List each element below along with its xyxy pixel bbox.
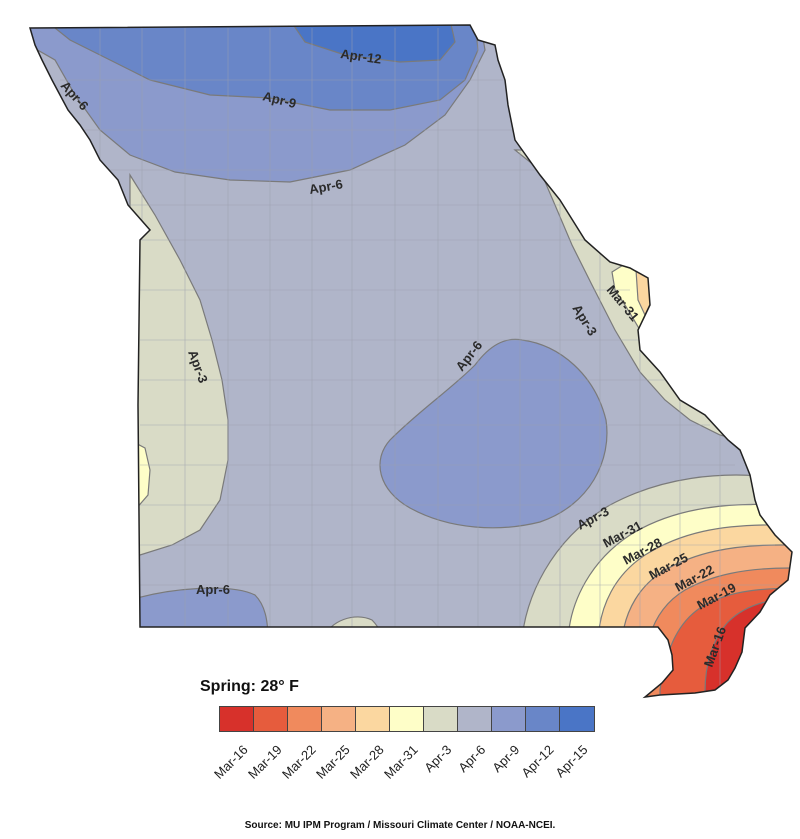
county-lines [60,28,790,690]
legend-swatch-2 [288,707,322,731]
label-apr6-southwest: Apr-6 [196,582,230,597]
label-apr6-north: Apr-6 [308,176,344,197]
zone-apr9-central [379,338,608,529]
legend-swatch-6 [424,707,458,731]
legend-swatch-1 [254,707,288,731]
state-outline [28,24,793,699]
label-apr12-north: Apr-12 [340,46,383,67]
legend-swatch-4 [356,707,390,731]
legend-swatch-7 [458,707,492,731]
legend-swatch-10 [560,707,594,731]
zone-apr15-north [288,25,456,63]
legend-title: Spring: 28° F [200,678,299,695]
legend-color-bar [219,706,595,732]
legend-swatch-3 [322,707,356,731]
legend-swatch-0 [220,707,254,731]
legend-swatch-5 [390,707,424,731]
legend-swatch-8 [492,707,526,731]
legend-swatch-9 [526,707,560,731]
source-credit: Source: MU IPM Program / Missouri Climat… [244,820,556,831]
